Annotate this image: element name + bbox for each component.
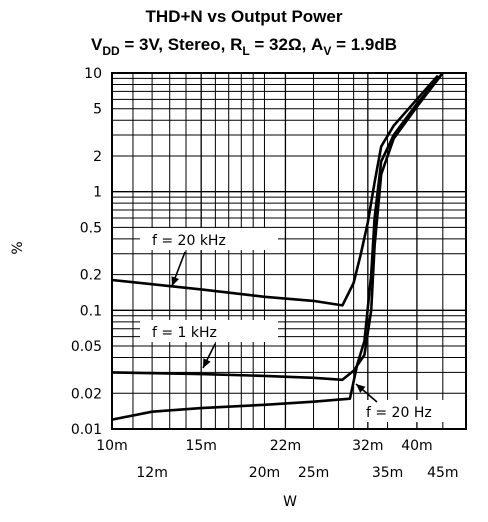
- x-tick-label: 12m: [136, 465, 167, 481]
- x-tick-label: 25m: [298, 465, 329, 481]
- y-tick-label: 0.05: [71, 339, 102, 355]
- y-axis-label: %: [10, 241, 26, 254]
- y-tick-label: 0.01: [71, 422, 102, 438]
- chart-subtitle: VDD = 3V, Stereo, RL = 32Ω, AV = 1.9dB: [91, 35, 397, 58]
- arrow-head: [203, 358, 211, 368]
- subtitle-av-sub: V: [323, 44, 331, 58]
- y-tick-label: 0.02: [71, 386, 102, 402]
- subtitle-vdd: V: [91, 35, 103, 54]
- subtitle-rl-sub: L: [242, 44, 249, 58]
- annotation-label: f = 20 Hz: [366, 405, 432, 421]
- x-tick-label: 20m: [249, 465, 280, 481]
- x-tick-label: 15m: [185, 438, 216, 454]
- annotation-label: f = 20 kHz: [152, 233, 226, 249]
- y-tick-label: 5: [93, 102, 102, 118]
- annotation-box: [358, 400, 458, 422]
- y-tick-label: 2: [93, 149, 102, 165]
- series-line-0: [111, 74, 439, 307]
- x-tick-label: 40m: [401, 438, 432, 454]
- x-axis-label: W: [283, 494, 297, 510]
- annotation-label: f = 1 kHz: [152, 325, 217, 341]
- chart-title: THD+N vs Output Power: [146, 7, 343, 26]
- arrow-head: [171, 276, 179, 286]
- grid: [111, 72, 467, 430]
- x-tick-label: 32m: [352, 438, 383, 454]
- y-tick-label: 10: [84, 66, 102, 82]
- annotation-box: [140, 228, 278, 250]
- y-tick-label: 0.5: [80, 220, 102, 236]
- subtitle-vdd-rest: = 3V, Stereo, R: [120, 35, 243, 54]
- x-tick-label: 22m: [270, 438, 301, 454]
- x-tick-label: 45m: [427, 465, 458, 481]
- annotations: f = 20 kHz f = 1 kHz f = 20 Hz: [152, 233, 432, 421]
- x-tick-label: 10m: [96, 438, 127, 454]
- subtitle-rl-rest: = 32Ω, A: [250, 35, 324, 54]
- arrow-head: [356, 384, 366, 393]
- y-tick-label: 0.1: [80, 303, 102, 319]
- series-line-2: [111, 72, 444, 421]
- series-layer: [111, 72, 444, 421]
- y-tick-label: 1: [93, 185, 102, 201]
- series-line-1: [111, 72, 444, 382]
- annotation-box: [140, 320, 278, 342]
- subtitle-vdd-sub: DD: [102, 44, 120, 58]
- subtitle-av-rest: = 1.9dB: [331, 35, 397, 54]
- x-tick-label: 35m: [372, 465, 403, 481]
- plot-frame: [111, 72, 467, 430]
- y-tick-label: 0.2: [80, 268, 102, 284]
